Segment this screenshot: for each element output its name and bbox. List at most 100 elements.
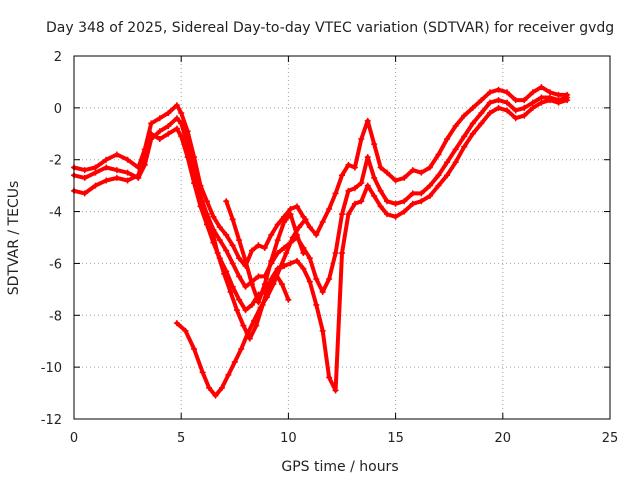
data-point-marker [478,120,485,127]
data-point-marker [326,374,333,381]
x-tick-label: 0 [70,431,78,446]
data-point-marker [221,270,228,277]
data-point-marker [364,117,371,124]
data-point-marker [165,130,172,137]
data-point-marker [521,112,528,119]
data-point-marker [512,107,519,114]
data-point-marker [546,97,553,104]
data-point-marker [124,177,131,184]
data-point-marker [238,345,245,352]
data-point-marker [191,180,198,187]
data-point-marker [377,203,384,210]
data-point-marker [521,104,528,111]
data-point-marker [409,190,416,197]
data-point-marker [418,198,425,205]
data-point-marker [208,224,215,231]
data-point-marker [326,205,333,212]
data-point-marker [495,104,502,111]
data-point-marker [223,247,230,254]
data-point-marker [233,307,240,314]
data-point-marker [495,97,502,104]
data-point-marker [283,250,290,257]
data-point-marker [319,218,326,225]
data-point-marker [546,89,553,96]
data-point-marker [409,200,416,207]
data-point-marker [227,288,234,295]
data-point-marker [289,234,296,241]
data-point-marker [300,265,307,272]
data-point-marker [435,172,442,179]
data-point-marker [92,182,99,189]
data-point-marker [242,257,249,264]
data-point-marker [345,211,352,218]
data-point-marker [113,174,120,181]
data-point-marker [409,167,416,174]
data-point-marker [426,193,433,200]
axis-ticks: 0 5 10 15 20 25 -12 -10 -8 -6 -4 -2 0 2 [41,50,619,446]
data-point-marker [319,327,326,334]
data-point-marker [81,174,88,181]
data-point-marker [218,384,225,391]
data-point-marker [223,198,230,205]
data-point-marker [272,270,279,277]
data-point-marker [231,358,238,365]
data-point-marker [495,86,502,93]
data-point-marker [319,288,326,295]
data-point-marker [229,242,236,249]
data-point-marker [313,301,320,308]
series-line-track-2 [72,95,570,294]
data-point-marker [203,221,210,228]
data-point-marker [191,345,198,352]
data-point-marker [377,164,384,171]
data-point-marker [521,97,528,104]
data-point-marker [276,265,283,272]
data-point-marker [214,250,221,257]
data-point-marker [285,296,292,303]
data-point-marker [141,151,148,158]
x-tick-label: 15 [387,431,404,446]
data-series [71,84,571,399]
data-point-marker [345,161,352,168]
data-point-marker [486,99,493,106]
data-point-marker [306,255,313,262]
data-point-marker [248,247,255,254]
data-point-marker [486,89,493,96]
data-point-marker [461,133,468,140]
y-tick-label: 2 [54,50,62,65]
data-point-marker [229,216,236,223]
data-point-marker [178,120,185,127]
data-point-marker [92,164,99,171]
data-point-marker [253,322,260,329]
data-point-marker [306,224,313,231]
plot-frame [73,55,611,420]
x-tick-label: 25 [602,431,619,446]
data-point-marker [236,255,243,262]
data-point-marker [287,205,294,212]
data-point-marker [418,169,425,176]
data-point-marker [302,216,309,223]
data-point-marker [113,167,120,174]
data-point-marker [538,84,545,91]
data-point-marker [461,112,468,119]
data-point-marker [426,164,433,171]
data-point-marker [103,164,110,171]
data-point-marker [351,185,358,192]
data-point-marker [281,218,288,225]
data-point-marker [156,135,163,142]
y-tick-label: -12 [41,413,62,428]
data-point-marker [538,99,545,106]
data-point-marker [268,257,275,264]
data-point-marker [392,213,399,220]
data-point-marker [165,123,172,130]
data-point-marker [199,369,206,376]
data-point-marker [255,299,262,306]
data-point-marker [296,224,303,231]
data-point-marker [313,231,320,238]
data-point-marker [268,231,275,238]
data-point-marker [182,327,189,334]
data-point-marker [435,182,442,189]
data-point-marker [212,392,219,399]
data-point-marker [287,260,294,267]
data-point-marker [339,211,345,218]
data-point-marker [444,159,451,166]
